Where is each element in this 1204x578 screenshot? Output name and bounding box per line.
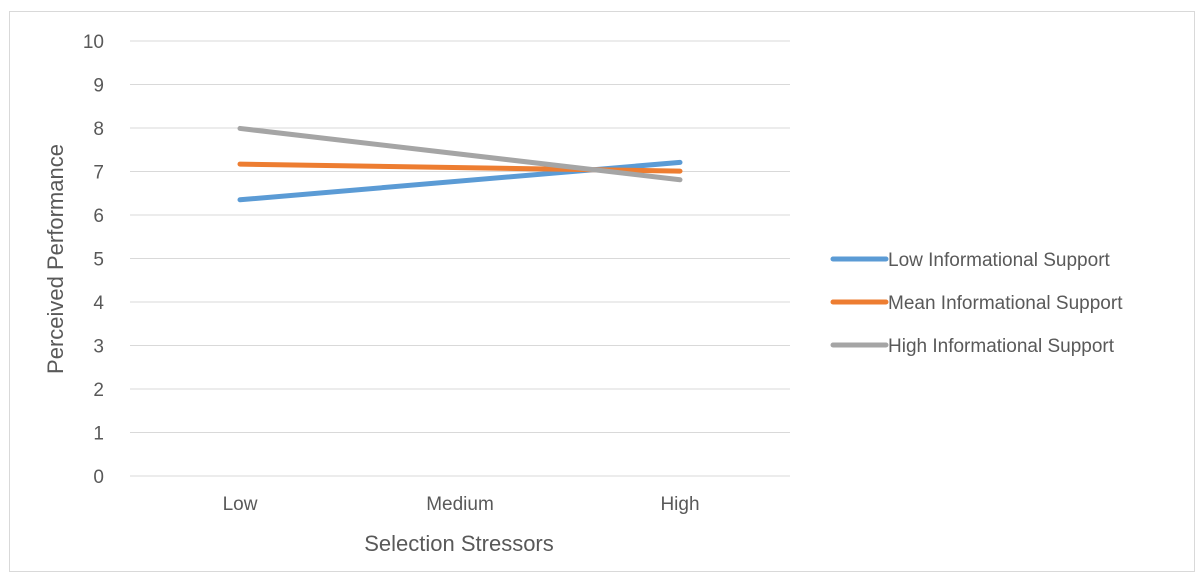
legend-label: Mean Informational Support xyxy=(888,293,1123,314)
legend-label: Low Informational Support xyxy=(888,250,1111,271)
series-lines xyxy=(237,125,683,203)
y-tick-label: 2 xyxy=(93,380,104,401)
y-tick-label: 0 xyxy=(93,467,104,488)
x-tick-label: Medium xyxy=(426,494,494,515)
legend-label: High Informational Support xyxy=(888,336,1115,357)
x-tick-label: High xyxy=(660,494,699,515)
y-tick-label: 10 xyxy=(83,32,104,53)
y-tick-label: 4 xyxy=(93,293,104,314)
y-axis-label: Perceived Performance xyxy=(43,144,68,374)
chart-frame xyxy=(9,11,1195,572)
y-tick-label: 1 xyxy=(93,424,104,445)
legend: Low Informational Support Mean Informatio… xyxy=(830,250,1123,357)
y-tick-label: 8 xyxy=(93,119,104,140)
x-tick-label: Low xyxy=(223,494,258,515)
grid-lines xyxy=(130,40,790,477)
x-axis-ticks: Low Medium High xyxy=(223,494,700,515)
y-tick-label: 7 xyxy=(93,163,104,184)
y-tick-label: 9 xyxy=(93,76,104,97)
y-tick-label: 6 xyxy=(93,206,104,227)
series-line xyxy=(237,125,683,183)
x-axis-label: Selection Stressors xyxy=(364,531,554,556)
y-tick-label: 3 xyxy=(93,337,104,358)
y-tick-label: 5 xyxy=(93,250,104,271)
y-axis-ticks: 0 1 2 3 4 5 6 7 8 9 10 xyxy=(83,32,105,488)
